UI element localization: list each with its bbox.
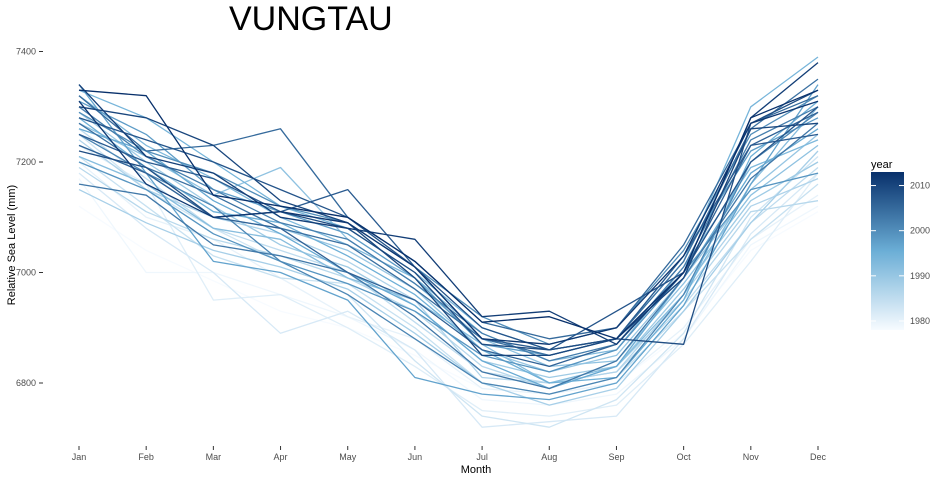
x-tick-label: Sep	[608, 452, 624, 462]
x-tick-label: Feb	[138, 452, 154, 462]
legend-ticks: 1980 1990 2000 2010	[871, 181, 930, 326]
series-line-2009	[78, 89, 819, 351]
series-line-1997	[78, 84, 819, 401]
series-line-2003	[78, 122, 819, 390]
chart-title: VUNGTAU	[229, 0, 393, 38]
x-tick-label: Dec	[810, 452, 827, 462]
y-tick-label: 7000	[16, 268, 36, 278]
series-line-1983	[78, 133, 819, 428]
series-line-1989	[78, 111, 819, 379]
y-tick-label: 7400	[16, 47, 36, 57]
y-tick-label: 6800	[16, 378, 36, 388]
series-line-2006	[78, 111, 819, 368]
x-tick-label: Oct	[677, 452, 692, 462]
series-line-1978	[78, 205, 819, 395]
series-line-1985	[78, 128, 819, 384]
series-line-2004	[78, 78, 819, 357]
x-tick-label: Apr	[274, 452, 288, 462]
legend-tick-label: 1980	[910, 316, 930, 326]
series-line-2001	[78, 111, 819, 395]
series-line-1987	[78, 139, 819, 384]
series-line-1999	[78, 161, 819, 373]
y-axis-title: Relative Sea Level (mm)	[6, 185, 18, 305]
series-line-2010	[78, 106, 819, 357]
y-axis: 6800 7000 7200 7400	[16, 47, 43, 388]
x-axis-title: Month	[461, 464, 492, 476]
x-tick-label: Nov	[743, 452, 760, 462]
series-line-1995	[78, 100, 819, 384]
x-tick-label: Jul	[476, 452, 488, 462]
x-tick-label: Mar	[206, 452, 222, 462]
x-tick-label: Aug	[541, 452, 557, 462]
y-tick-label: 7200	[16, 157, 36, 167]
legend-tick-label: 2010	[910, 181, 930, 191]
x-axis: Jan Feb Mar Apr May Jun Jul Aug Sep Oct Nov Dec	[72, 446, 827, 462]
series-lines	[78, 56, 819, 428]
series-line-1994	[78, 56, 819, 351]
x-tick-label: Jun	[408, 452, 423, 462]
legend-tick-label: 1990	[910, 271, 930, 281]
x-tick-label: May	[339, 452, 357, 462]
x-tick-label: Jan	[72, 452, 87, 462]
series-line-1979	[78, 178, 819, 406]
legend-tick-label: 2000	[910, 226, 930, 236]
series-line-2013	[78, 89, 819, 340]
colorbar	[871, 172, 904, 330]
series-line-1992	[78, 106, 819, 384]
legend-title: year	[871, 159, 893, 171]
year-legend: year 1980 1990 2000 2010	[871, 159, 930, 330]
series-line-2012	[78, 100, 819, 345]
